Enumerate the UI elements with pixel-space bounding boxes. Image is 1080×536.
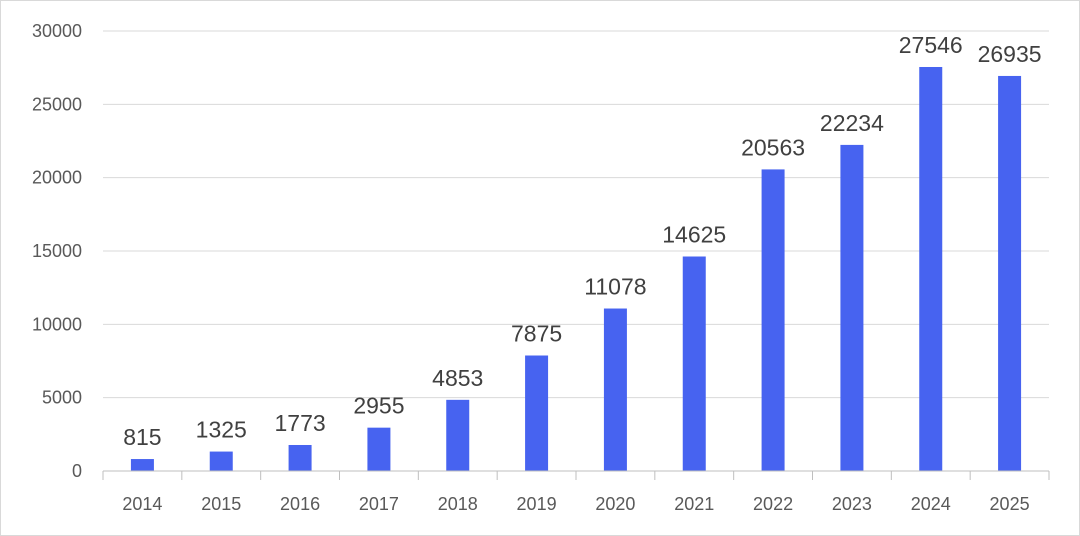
- bar-2015: [209, 451, 233, 471]
- data-label-2023: 22234: [820, 110, 884, 136]
- data-label-2017: 2955: [353, 393, 404, 419]
- x-tick-label: 2015: [201, 494, 241, 514]
- y-tick-label: 15000: [32, 241, 82, 261]
- data-label-2015: 1325: [196, 417, 247, 443]
- x-tick-label: 2019: [517, 494, 557, 514]
- y-axis: 0 5000 10000 15000 20000 25000 30000: [32, 21, 82, 481]
- x-tick-label: 2020: [595, 494, 635, 514]
- data-labels: 815 1325 1773 2955 4853 7875 11078 14625 20563 22…: [123, 32, 1041, 450]
- gridlines: [103, 30, 1049, 399]
- bar-2014: [130, 459, 154, 471]
- x-tick-label: 2023: [832, 494, 872, 514]
- x-tick-label: 2025: [990, 494, 1030, 514]
- x-tick-label: 2024: [911, 494, 951, 514]
- x-tick-label: 2022: [753, 494, 793, 514]
- bar-2023: [840, 144, 864, 471]
- data-label-2020: 11078: [584, 274, 646, 300]
- bar-2022: [761, 169, 785, 471]
- data-label-2016: 1773: [274, 410, 325, 436]
- bar-2016: [288, 444, 312, 471]
- x-axis: 2014 2015 2016 2017 2018 2019 2020 2021 2022 2023…: [102, 470, 1050, 514]
- bars: [130, 66, 1022, 471]
- data-label-2014: 815: [123, 424, 161, 450]
- bar-2019: [525, 355, 549, 471]
- data-label-2021: 14625: [662, 222, 726, 248]
- y-tick-label: 5000: [42, 388, 82, 408]
- bar-2020: [603, 308, 627, 471]
- y-tick-label: 20000: [32, 168, 82, 188]
- data-label-2019: 7875: [511, 321, 562, 347]
- y-tick-label: 30000: [32, 21, 82, 41]
- bar-2025: [998, 75, 1022, 471]
- y-tick-label: 0: [72, 461, 82, 481]
- data-label-2018: 4853: [432, 365, 483, 391]
- bar-2017: [367, 427, 391, 471]
- bar-2024: [919, 66, 943, 471]
- bar-2021: [682, 256, 706, 471]
- data-label-2022: 20563: [741, 134, 805, 160]
- data-label-2024: 27546: [899, 32, 963, 58]
- x-tick-label: 2017: [359, 494, 399, 514]
- x-tick-label: 2021: [674, 494, 714, 514]
- y-tick-label: 10000: [32, 314, 82, 334]
- bar-2018: [446, 399, 470, 471]
- x-tick-label: 2018: [438, 494, 478, 514]
- x-tick-label: 2016: [280, 494, 320, 514]
- data-label-2025: 26935: [978, 41, 1042, 67]
- x-tick-label: 2014: [122, 494, 162, 514]
- y-tick-label: 25000: [32, 94, 82, 114]
